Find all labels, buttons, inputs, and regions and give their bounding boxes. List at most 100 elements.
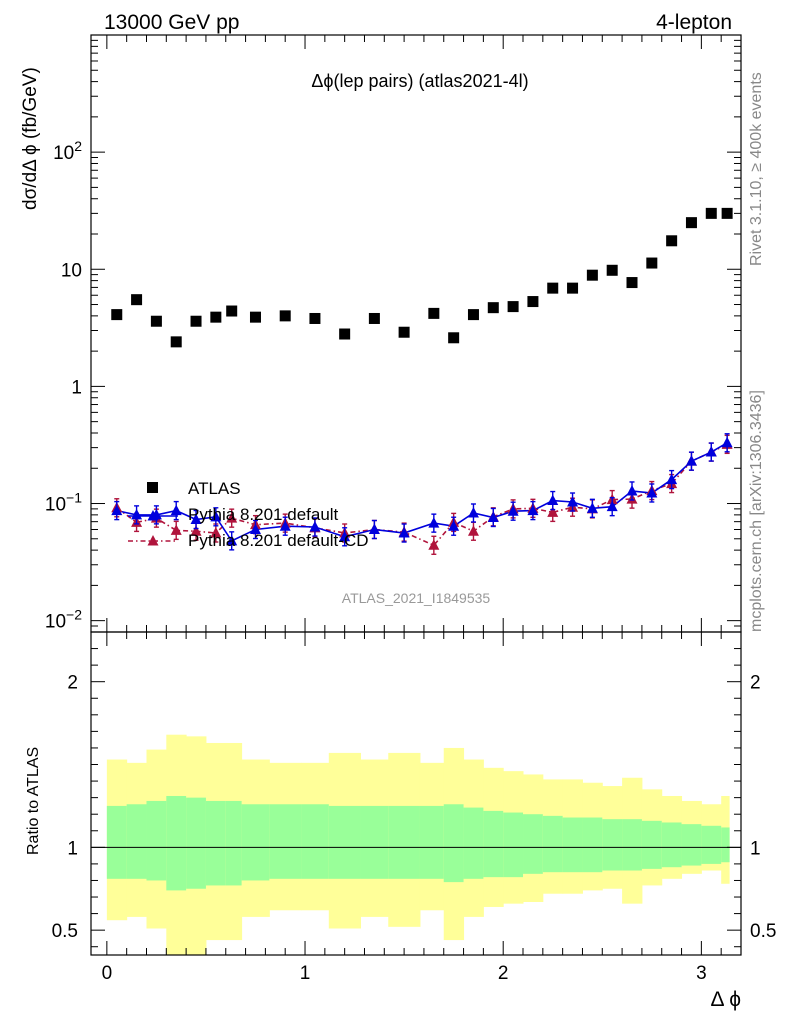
- inner-band-bin: [681, 824, 702, 866]
- analysis-label: ATLAS_2021_I1849535: [342, 590, 491, 606]
- inner-band-bin: [622, 819, 643, 871]
- pythia-point: [279, 520, 291, 531]
- header-right: 4-lepton: [656, 11, 732, 34]
- atlas-point: [507, 301, 519, 313]
- pythia-point: [398, 527, 410, 538]
- pythia-point: [685, 455, 697, 466]
- cd-point: [226, 512, 238, 523]
- inner-band-bin: [269, 804, 302, 879]
- atlas-point: [150, 315, 162, 327]
- cd-point: [190, 525, 202, 536]
- inner-band-bin: [443, 804, 465, 883]
- atlas-point: [428, 307, 440, 319]
- inner-band-bin: [205, 800, 227, 886]
- inner-band-bin: [582, 817, 603, 873]
- pythia-point: [170, 504, 182, 516]
- legend-pythia-marker: [147, 510, 159, 521]
- atlas-point: [685, 217, 697, 229]
- legend-atlas-marker: [147, 482, 158, 493]
- atlas-point: [606, 264, 618, 276]
- pythia-point: [339, 530, 351, 542]
- cd-point: [547, 506, 559, 517]
- atlas-point: [646, 257, 658, 269]
- pythia-point: [527, 504, 539, 516]
- inner-band-bin: [146, 800, 167, 881]
- cd-point: [467, 525, 479, 536]
- header-left: 13000 GeV pp: [104, 11, 239, 34]
- atlas-point: [547, 282, 559, 294]
- inner-band-bin: [388, 805, 421, 879]
- inner-band-bin: [641, 820, 663, 869]
- rivet-label: Rivet 3.1.10, ≥ 400k events: [748, 72, 765, 266]
- atlas-point: [309, 312, 321, 324]
- main-y-tick-labels: 10−2 10−1 1 10 102: [45, 138, 82, 633]
- inner-band-bin: [360, 805, 389, 879]
- inner-band-bin: [562, 817, 583, 873]
- pythia-point: [249, 523, 261, 535]
- ratio-y-tick-label: 0.5: [750, 921, 776, 942]
- atlas-point: [249, 311, 261, 323]
- x-tick-label: 1: [300, 963, 311, 984]
- ratio-y-tick-label: 2: [750, 673, 761, 694]
- y-axis-label-ratio: Ratio to ATLAS: [25, 747, 42, 855]
- atlas-point: [527, 296, 539, 308]
- inner-band-bin: [166, 795, 187, 891]
- legend-cd-label: Pythia 8.201 default-CD: [188, 531, 369, 550]
- pythia-point: [586, 502, 598, 513]
- legend-atlas-label: ATLAS: [188, 479, 241, 498]
- pythia-point: [190, 513, 202, 525]
- ratio-y-tick-label: 1: [67, 838, 78, 859]
- pythia-point: [448, 520, 460, 531]
- pythia-point: [721, 436, 733, 448]
- pythia-point: [606, 500, 618, 512]
- atlas-point: [487, 302, 499, 314]
- inner-band-bin: [225, 800, 243, 886]
- inner-band-bin: [328, 805, 362, 879]
- pythia-point: [467, 506, 479, 518]
- atlas-point: [398, 326, 410, 338]
- pythia-point: [646, 486, 658, 498]
- atlas-point: [467, 309, 479, 321]
- atlas-point: [226, 305, 238, 317]
- y-axis-label-main: dσ/dΔ ϕ (fb/GeV): [20, 67, 41, 210]
- inner-band-bin: [106, 805, 128, 879]
- inner-band-bin: [241, 804, 270, 881]
- inner-band-bin: [126, 804, 147, 879]
- y-tick-label: 102: [53, 138, 82, 164]
- inner-band-bin: [503, 812, 524, 878]
- atlas-point: [170, 336, 182, 348]
- ratio-axis-ticks: [91, 631, 742, 955]
- main-axis-ticks: [91, 34, 742, 633]
- cd-point: [170, 524, 182, 535]
- pythia-point: [210, 510, 222, 522]
- pythia-point: [626, 484, 638, 496]
- x-axis-label: Δ ϕ: [711, 988, 741, 1011]
- cd-point: [210, 527, 222, 538]
- ratio-panel: 0.5 0.5 1 1 2 2 Ratio to ATLAS 0 1 2 3 Δ ϕ: [25, 631, 777, 1011]
- pythia-point: [507, 505, 519, 516]
- inner-band-bin: [419, 805, 445, 879]
- ratio-frame: [90, 631, 742, 956]
- atlas-point: [339, 328, 351, 340]
- legend-cd-marker: [147, 535, 159, 546]
- x-tick-label: 2: [498, 963, 509, 984]
- pythia-point: [309, 521, 321, 532]
- inner-band-bin: [542, 815, 564, 873]
- pythia-point: [666, 473, 678, 485]
- pythia-point: [547, 494, 559, 506]
- inner-band-bin: [186, 797, 207, 889]
- pythia-point: [111, 504, 123, 516]
- atlas-point: [705, 207, 717, 219]
- ratio-y-tick-label: 2: [67, 673, 78, 694]
- pythia-point: [226, 534, 238, 546]
- atlas-point: [448, 332, 460, 344]
- inner-band-bin: [301, 804, 330, 879]
- atlas-point: [567, 282, 579, 294]
- ratio-y-tick-label: 1: [750, 838, 761, 859]
- ratio-y-tick-labels: 0.5 0.5 1 1 2 2: [52, 673, 777, 942]
- x-tick-labels: 0 1 2 3: [102, 963, 707, 984]
- atlas-point: [626, 277, 638, 289]
- atlas-point: [368, 312, 380, 324]
- y-tick-label: 10−2: [45, 607, 82, 633]
